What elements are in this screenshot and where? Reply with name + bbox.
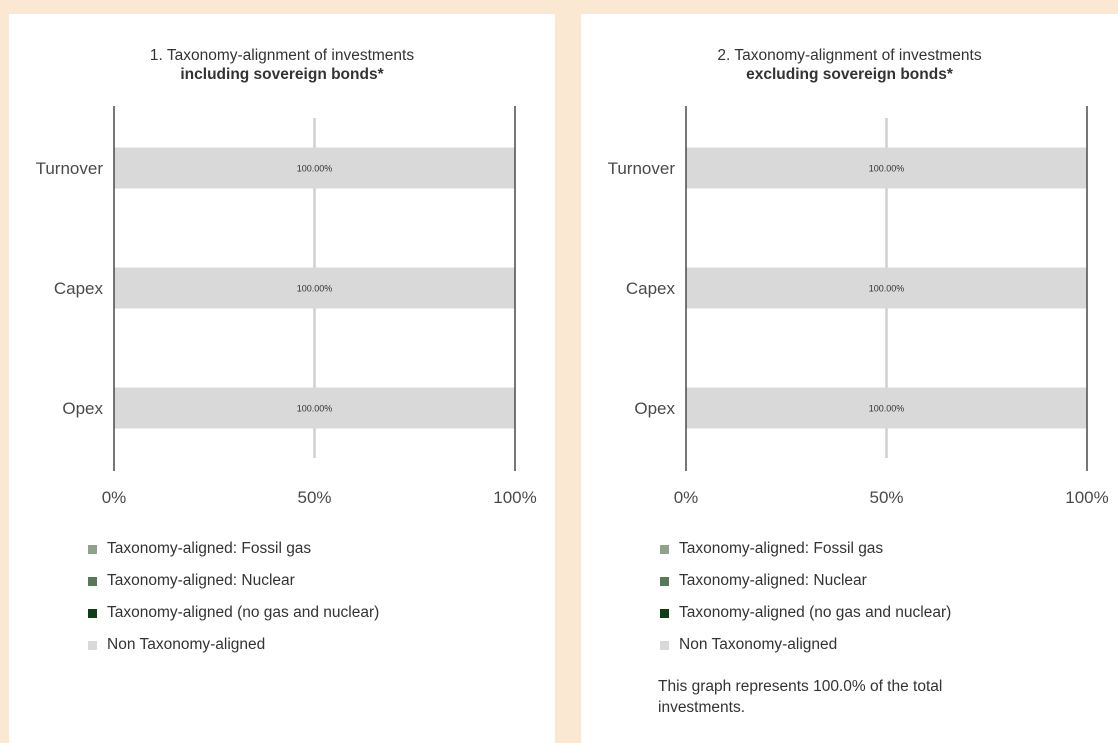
chart-legend: Taxonomy-aligned: Fossil gas Taxonomy-al… <box>86 537 379 665</box>
chart-title: 1. Taxonomy-alignment of investments inc… <box>9 46 555 84</box>
x-tick-label: 50% <box>869 488 903 507</box>
legend-swatch <box>88 609 97 618</box>
legend-swatch <box>660 609 669 618</box>
data-label: 100.00% <box>869 284 905 294</box>
chart-title-line: 2. Taxonomy-alignment of investments <box>717 47 982 64</box>
chart-subtitle: including sovereign bonds* <box>180 66 384 83</box>
bar-capex-series-3 <box>686 267 1087 309</box>
legend-label: Taxonomy-aligned: Fossil gas <box>107 540 312 557</box>
legend-swatch <box>88 641 97 650</box>
legend-label: Taxonomy-aligned (no gas and nuclear) <box>107 604 380 621</box>
legend-item-non-aligned: Non Taxonomy-aligned <box>658 633 951 665</box>
bar-turnover-series-3 <box>114 147 515 189</box>
legend-item-nuclear: Taxonomy-aligned: Nuclear <box>658 569 951 601</box>
x-tick-label: 100% <box>493 488 536 507</box>
legend-swatch <box>660 577 669 586</box>
chart-title: 2. Taxonomy-alignment of investments exc… <box>581 46 1118 84</box>
bar-opex-series-3 <box>686 387 1087 429</box>
legend-label: Taxonomy-aligned: Nuclear <box>679 572 867 589</box>
data-label: 100.00% <box>297 284 333 294</box>
bar-chart-excluding: 100.00% Turnover 100.00% Capex 100.00% Opex 0%… <box>608 106 1109 507</box>
bar-opex-series-3 <box>114 387 515 429</box>
legend-item-non-aligned: Non Taxonomy-aligned <box>86 633 379 665</box>
data-label: 100.00% <box>869 164 905 174</box>
x-tick-label: 50% <box>297 488 331 507</box>
chart-legend: Taxonomy-aligned: Fossil gas Taxonomy-al… <box>658 537 951 665</box>
chart-panel-including: 1. Taxonomy-alignment of investments inc… <box>9 14 555 743</box>
bar-capex-series-3 <box>114 267 515 309</box>
bar-turnover-series-3 <box>686 147 1087 189</box>
data-label: 100.00% <box>297 404 333 414</box>
chart-title-line: 1. Taxonomy-alignment of investments <box>149 47 415 64</box>
legend-item-fossil-gas: Taxonomy-aligned: Fossil gas <box>86 537 379 569</box>
legend-item-nuclear: Taxonomy-aligned: Nuclear <box>86 569 379 601</box>
legend-swatch <box>88 545 97 554</box>
legend-label: Non Taxonomy-aligned <box>107 636 266 653</box>
data-label: 100.00% <box>297 164 333 174</box>
category-label-opex: Opex <box>62 399 103 418</box>
category-label-capex: Capex <box>54 279 104 298</box>
legend-label: Non Taxonomy-aligned <box>679 636 838 653</box>
legend-swatch <box>660 545 669 554</box>
x-tick-label: 100% <box>1065 488 1108 507</box>
data-label: 100.00% <box>869 404 905 414</box>
legend-item-aligned: Taxonomy-aligned (no gas and nuclear) <box>658 601 951 633</box>
legend-item-fossil-gas: Taxonomy-aligned: Fossil gas <box>658 537 951 569</box>
legend-swatch <box>88 577 97 586</box>
x-tick-label: 0% <box>674 488 699 507</box>
chart-footnote: This graph represents 100.0% of the tota… <box>658 678 943 716</box>
legend-label: Taxonomy-aligned: Fossil gas <box>679 540 884 557</box>
legend-item-aligned: Taxonomy-aligned (no gas and nuclear) <box>86 601 379 633</box>
legend-swatch <box>660 641 669 650</box>
category-label-opex: Opex <box>634 399 675 418</box>
category-label-turnover: Turnover <box>36 159 104 178</box>
legend-label: Taxonomy-aligned: Nuclear <box>107 572 295 589</box>
bar-chart-including: 100.00% Turnover 100.00% Capex 100.00% Opex 0%… <box>36 106 537 507</box>
chart-subtitle: excluding sovereign bonds* <box>746 66 953 83</box>
category-label-capex: Capex <box>626 279 676 298</box>
chart-panel-excluding: 2. Taxonomy-alignment of investments exc… <box>581 14 1118 743</box>
legend-label: Taxonomy-aligned (no gas and nuclear) <box>679 604 952 621</box>
category-label-turnover: Turnover <box>608 159 676 178</box>
x-tick-label: 0% <box>102 488 127 507</box>
